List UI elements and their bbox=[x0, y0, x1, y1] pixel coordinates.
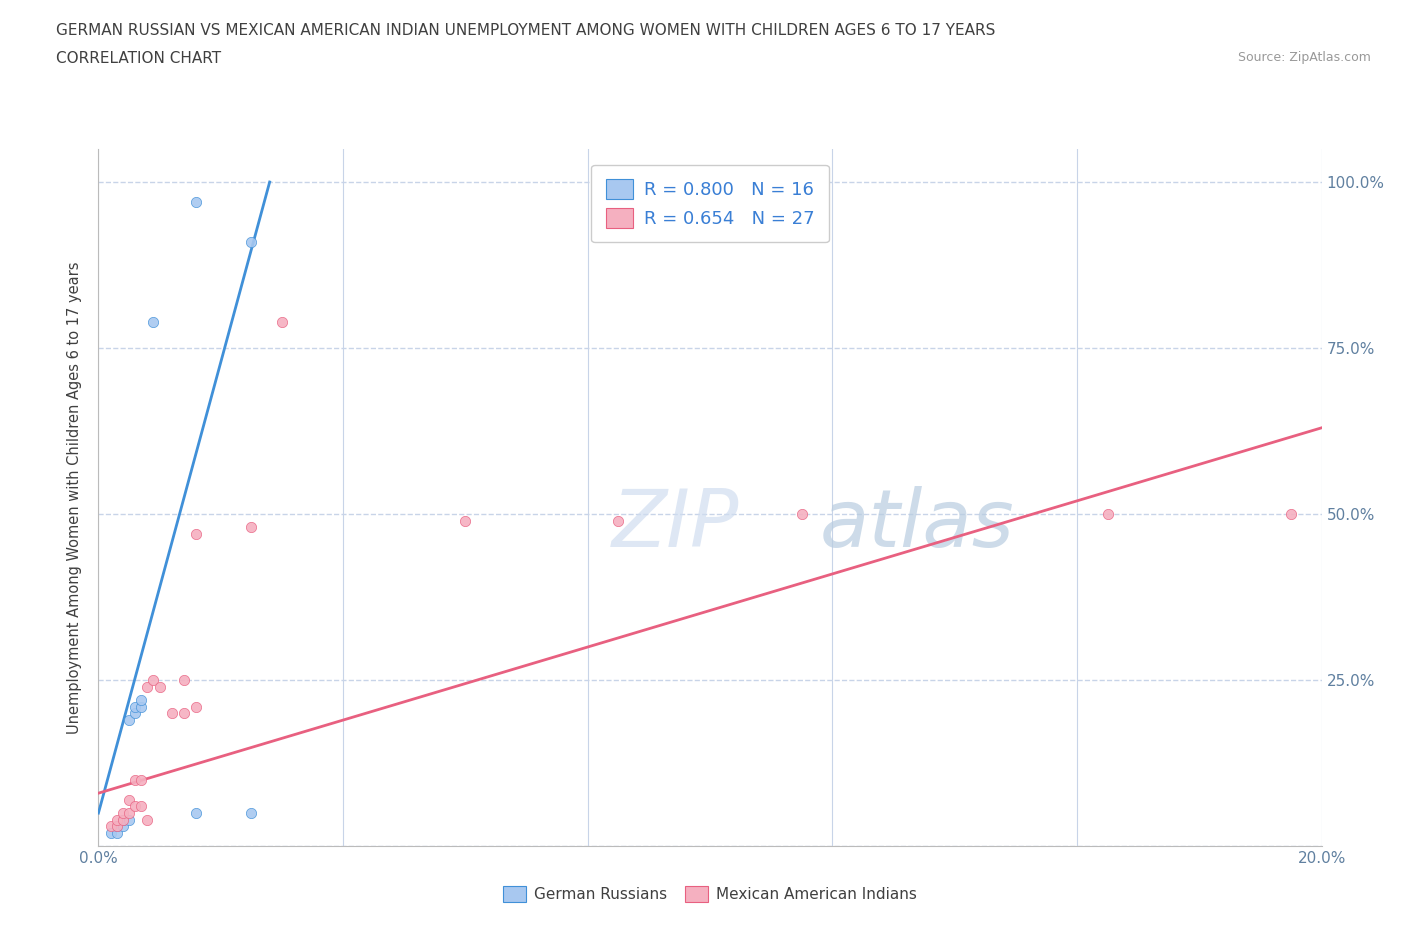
Point bbox=[186, 699, 208, 714]
Point bbox=[124, 773, 146, 788]
Point bbox=[118, 805, 141, 820]
Point bbox=[111, 805, 134, 820]
Point bbox=[118, 712, 141, 727]
Point bbox=[100, 819, 122, 834]
Point bbox=[129, 693, 152, 708]
Point bbox=[124, 799, 146, 814]
Point bbox=[186, 194, 208, 209]
Point bbox=[142, 672, 165, 687]
Text: CORRELATION CHART: CORRELATION CHART bbox=[56, 51, 221, 66]
Point bbox=[136, 812, 159, 827]
Point bbox=[607, 513, 630, 528]
Point bbox=[129, 799, 152, 814]
Point bbox=[173, 672, 195, 687]
Point bbox=[454, 513, 477, 528]
Point bbox=[136, 680, 159, 695]
Point bbox=[124, 699, 146, 714]
Point bbox=[270, 314, 292, 329]
Point bbox=[790, 507, 813, 522]
Text: atlas: atlas bbox=[820, 486, 1015, 565]
Text: ZIP: ZIP bbox=[612, 486, 740, 565]
Text: GERMAN RUSSIAN VS MEXICAN AMERICAN INDIAN UNEMPLOYMENT AMONG WOMEN WITH CHILDREN: GERMAN RUSSIAN VS MEXICAN AMERICAN INDIA… bbox=[56, 23, 995, 38]
Point bbox=[129, 699, 152, 714]
Point bbox=[240, 520, 263, 535]
Point bbox=[240, 805, 263, 820]
Y-axis label: Unemployment Among Women with Children Ages 6 to 17 years: Unemployment Among Women with Children A… bbox=[67, 261, 83, 734]
Point bbox=[111, 819, 134, 834]
Point bbox=[142, 314, 165, 329]
Legend: German Russians, Mexican American Indians: German Russians, Mexican American Indian… bbox=[498, 880, 922, 909]
Point bbox=[105, 826, 128, 841]
Point bbox=[149, 680, 172, 695]
Point bbox=[1279, 507, 1302, 522]
Point bbox=[111, 812, 134, 827]
Point bbox=[111, 812, 134, 827]
Point bbox=[118, 812, 141, 827]
Point bbox=[118, 792, 141, 807]
Point bbox=[105, 812, 128, 827]
Point bbox=[160, 706, 183, 721]
Point bbox=[124, 706, 146, 721]
Point bbox=[105, 819, 128, 834]
Point bbox=[173, 706, 195, 721]
Point bbox=[105, 819, 128, 834]
Point bbox=[186, 526, 208, 541]
Point bbox=[1097, 507, 1119, 522]
Point bbox=[100, 826, 122, 841]
Point bbox=[240, 234, 263, 249]
Point bbox=[186, 805, 208, 820]
Text: Source: ZipAtlas.com: Source: ZipAtlas.com bbox=[1237, 51, 1371, 64]
Point bbox=[129, 773, 152, 788]
